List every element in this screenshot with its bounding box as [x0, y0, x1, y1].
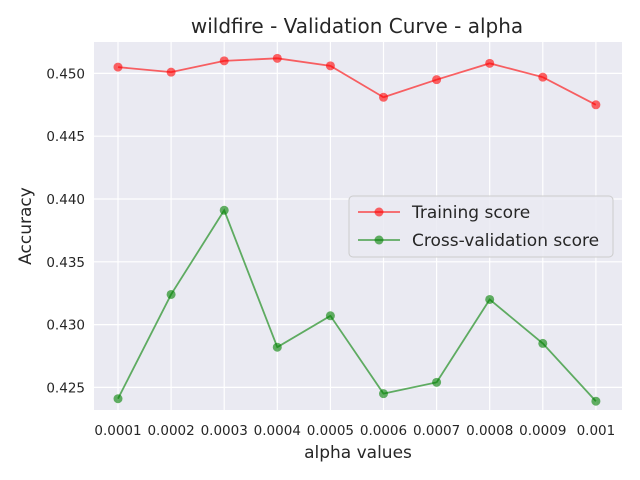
legend-entry-cross-validation: Cross-validation score: [358, 231, 599, 251]
series-layer: [113, 53, 601, 406]
series-cross-validation: [113, 205, 601, 406]
data-point-training: [166, 67, 176, 77]
legend-marker-training: [374, 207, 384, 217]
data-point-training: [485, 58, 495, 68]
data-point-cross-validation: [325, 311, 335, 321]
y-tick-label: 0.425: [46, 380, 85, 396]
series-line-cross-validation: [117, 208, 597, 402]
data-point-cross-validation: [113, 394, 123, 404]
x-axis-label: alpha values: [304, 443, 412, 463]
x-tick-label: 0.0004: [254, 423, 301, 439]
x-tick-label: 0.0001: [94, 423, 141, 439]
x-tick-label: 0.0005: [307, 423, 354, 439]
x-tick-label: 0.001: [577, 423, 616, 439]
data-point-cross-validation: [432, 377, 442, 387]
x-tick-label: 0.0008: [466, 423, 513, 439]
series-training: [113, 53, 601, 110]
data-point-cross-validation: [272, 342, 282, 352]
y-tick-label: 0.440: [46, 192, 85, 208]
data-point-training: [591, 100, 601, 110]
chart-title: wildfire - Validation Curve - alpha: [191, 14, 523, 38]
x-tick-label: 0.0006: [360, 423, 407, 439]
data-point-training: [272, 53, 282, 63]
y-tick-label: 0.430: [46, 318, 85, 334]
data-point-cross-validation: [538, 338, 548, 348]
data-point-training: [379, 92, 388, 102]
data-point-cross-validation: [379, 389, 388, 399]
legend-label-training: Training score: [411, 203, 530, 223]
y-tick-label: 0.450: [46, 66, 85, 82]
y-tick-label: 0.435: [46, 255, 85, 271]
data-point-cross-validation: [166, 289, 176, 299]
x-tick-labels: 0.0001 0.0002 0.0003 0.0004 0.0005 0.0006 0.00…: [94, 423, 615, 439]
data-point-training: [219, 56, 229, 66]
y-axis-label: Accuracy: [16, 187, 36, 265]
data-point-cross-validation: [591, 396, 601, 406]
data-point-training: [325, 61, 335, 71]
x-tick-label: 0.0007: [413, 423, 460, 439]
data-point-training: [113, 62, 123, 72]
y-tick-label: 0.445: [46, 129, 85, 145]
x-tick-label: 0.0002: [147, 423, 194, 439]
x-tick-label: 0.0009: [519, 423, 566, 439]
data-point-cross-validation: [485, 294, 495, 304]
data-point-cross-validation: [219, 205, 229, 215]
legend-label-cross-validation: Cross-validation score: [412, 231, 599, 251]
legend: Training score Cross-validation score: [348, 195, 614, 258]
legend-box: [348, 195, 614, 258]
legend-entry-training: Training score: [358, 203, 530, 223]
legend-marker-cross-validation: [374, 235, 384, 245]
data-point-training: [432, 75, 442, 85]
series-line-training: [117, 57, 597, 106]
x-tick-label: 0.0003: [201, 423, 248, 439]
data-point-training: [538, 72, 548, 82]
y-tick-labels: 0.425 0.430 0.435 0.440 0.445 0.450: [46, 66, 85, 396]
